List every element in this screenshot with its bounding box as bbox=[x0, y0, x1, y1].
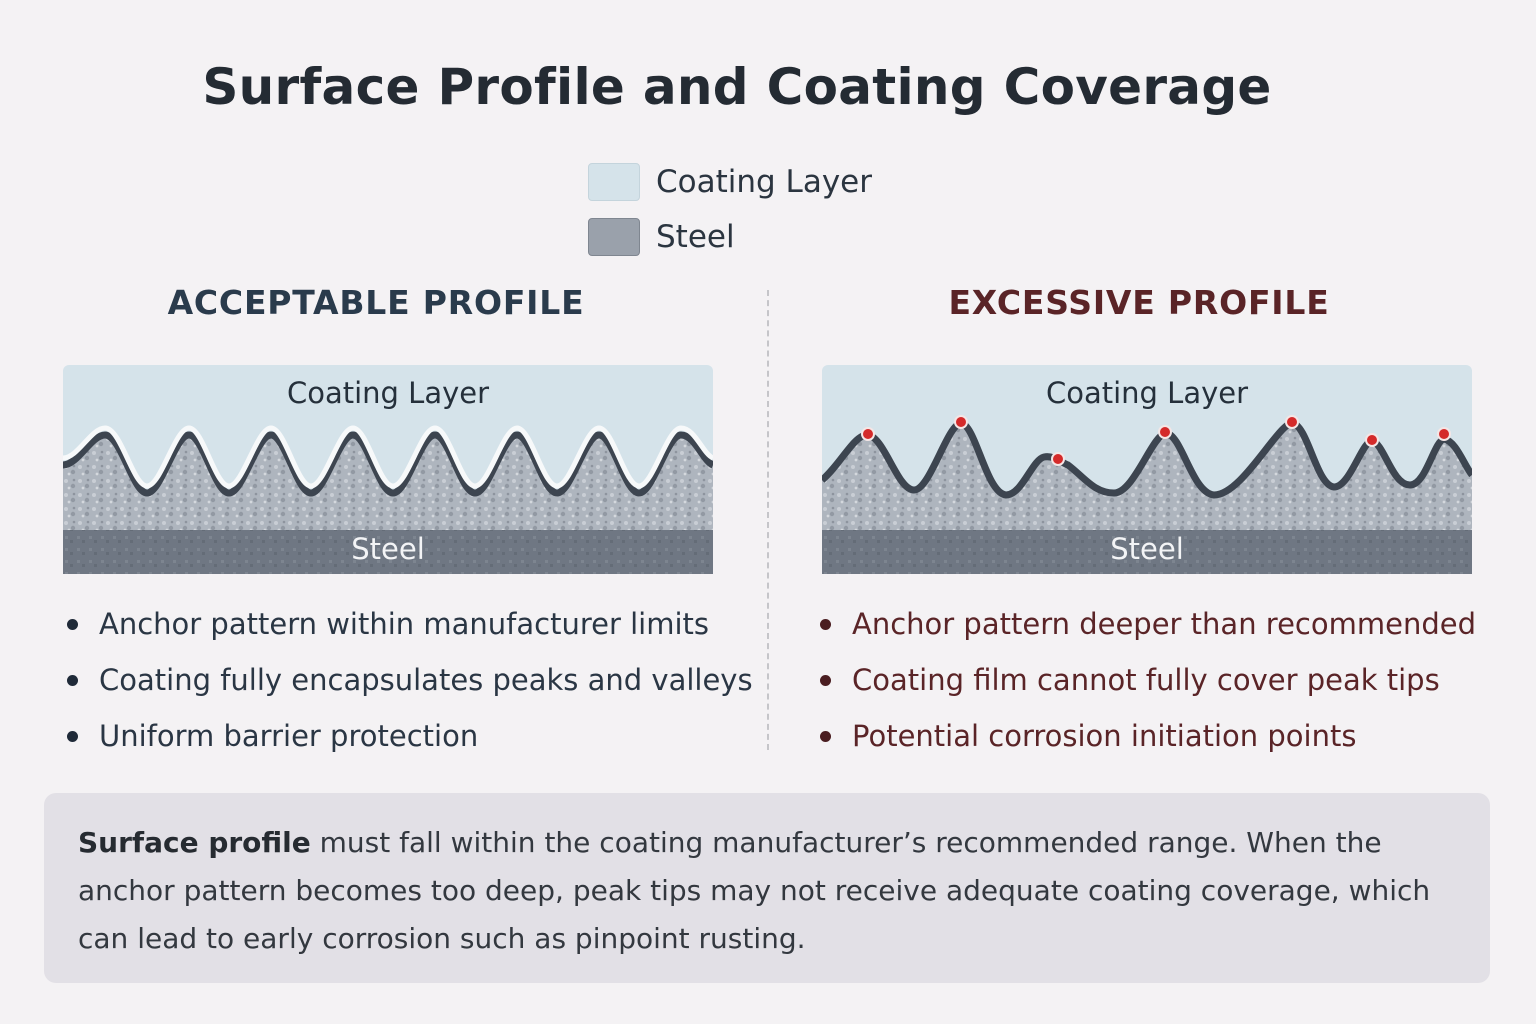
legend-item-steel: Steel bbox=[588, 218, 872, 256]
acceptable-coating-label: Coating Layer bbox=[286, 376, 490, 410]
list-item: Coating fully encapsulates peaks and val… bbox=[67, 660, 753, 716]
page-title: Surface Profile and Coating Coverage bbox=[202, 58, 1272, 116]
acceptable-steel-label: Steel bbox=[351, 532, 425, 566]
legend: Coating Layer Steel bbox=[588, 163, 872, 273]
legend-item-coating: Coating Layer bbox=[588, 163, 872, 201]
list-item: Coating film cannot fully cover peak tip… bbox=[820, 660, 1476, 716]
note-bold-term: Surface profile bbox=[78, 826, 311, 859]
acceptable-profile-diagram: Coating Layer Steel bbox=[63, 365, 713, 574]
exposed-peak-marker bbox=[861, 427, 875, 441]
list-item: Anchor pattern deeper than recommended bbox=[820, 604, 1476, 660]
exposed-peak-marker bbox=[954, 415, 968, 429]
exposed-peak-marker bbox=[1051, 452, 1065, 466]
excessive-bullets: Anchor pattern deeper than recommended C… bbox=[820, 604, 1476, 772]
exposed-peak-marker bbox=[1365, 433, 1379, 447]
summary-note: Surface profile must fall within the coa… bbox=[44, 793, 1490, 983]
acceptable-profile-svg bbox=[63, 365, 713, 574]
excessive-steel-label: Steel bbox=[1110, 532, 1184, 566]
excessive-profile-heading: EXCESSIVE PROFILE bbox=[948, 283, 1330, 322]
excessive-profile-svg bbox=[822, 365, 1472, 574]
exposed-peak-marker bbox=[1285, 415, 1299, 429]
legend-label-coating: Coating Layer bbox=[656, 164, 872, 200]
note-text: must fall within the coating manufacture… bbox=[78, 826, 1431, 955]
excessive-coating-label: Coating Layer bbox=[1045, 376, 1249, 410]
panel-divider bbox=[767, 290, 769, 750]
legend-swatch-coating bbox=[588, 163, 640, 201]
list-item: Potential corrosion initiation points bbox=[820, 716, 1476, 772]
acceptable-steel-base bbox=[63, 530, 713, 574]
list-item: Uniform barrier protection bbox=[67, 716, 753, 772]
excessive-profile-diagram: Coating Layer Steel bbox=[822, 365, 1472, 574]
acceptable-bullets: Anchor pattern within manufacturer limit… bbox=[67, 604, 753, 772]
excessive-steel-base bbox=[822, 530, 1472, 574]
list-item: Anchor pattern within manufacturer limit… bbox=[67, 604, 753, 660]
exposed-peak-marker bbox=[1437, 427, 1451, 441]
legend-swatch-steel bbox=[588, 218, 640, 256]
legend-label-steel: Steel bbox=[656, 219, 735, 255]
exposed-peak-marker bbox=[1158, 425, 1172, 439]
acceptable-profile-heading: ACCEPTABLE PROFILE bbox=[167, 283, 585, 322]
